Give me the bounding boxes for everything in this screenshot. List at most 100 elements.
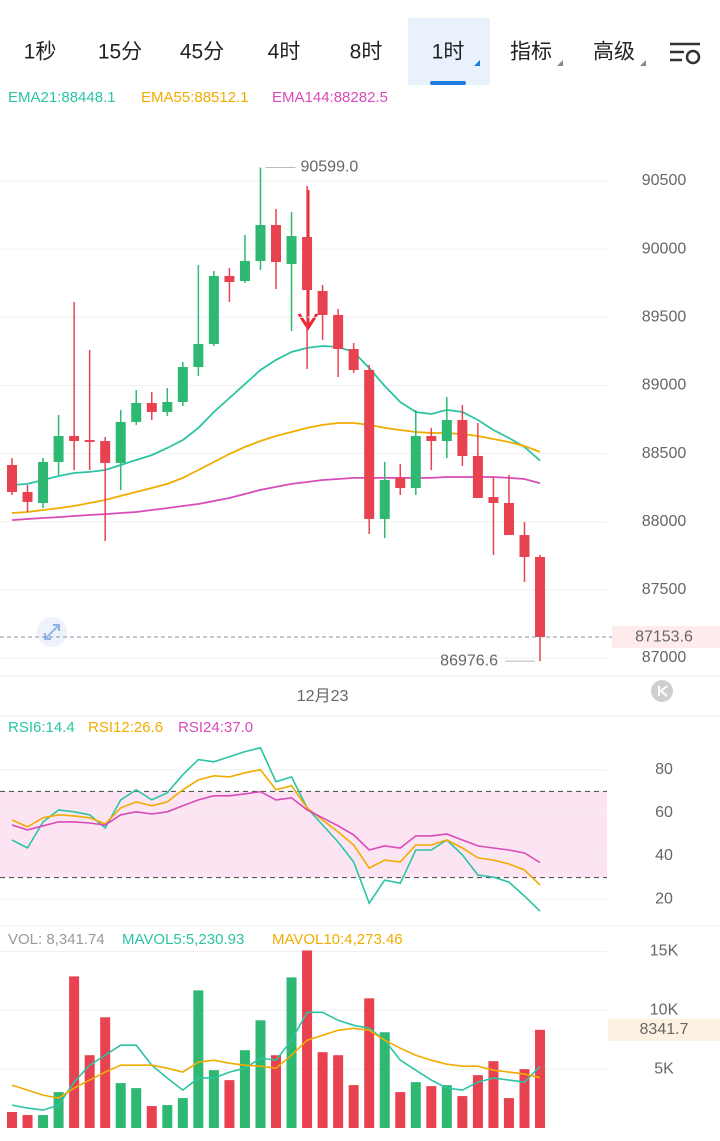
dropdown-caret (640, 60, 646, 66)
y-tick-label: 15K (650, 943, 679, 960)
candle-body (38, 462, 49, 504)
volume-bar (441, 1085, 452, 1128)
candle-body (7, 464, 17, 492)
candle-body (177, 367, 188, 403)
candle-body (193, 343, 204, 368)
volume-bar (348, 1085, 359, 1128)
y-tick-label: 88500 (642, 445, 687, 462)
expand-icon[interactable] (37, 617, 67, 647)
volume-bar (519, 1069, 530, 1128)
tab-label[interactable]: 指标 (510, 41, 552, 64)
volume-bar (410, 1082, 421, 1128)
volume-bar (333, 1055, 344, 1128)
active-tab-indicator (430, 81, 466, 85)
indicator-line (11, 422, 541, 514)
volume-bar (177, 1098, 188, 1128)
dropdown-caret (474, 60, 480, 66)
volume-bar (503, 1098, 514, 1128)
volume-bar (472, 1075, 483, 1128)
icon-arrow (44, 624, 60, 640)
candle-body (457, 420, 468, 457)
candle-body (472, 456, 483, 498)
candle-body (224, 275, 235, 282)
extreme-label: 86976.6 (440, 652, 498, 669)
y-tick-label: 89500 (642, 308, 687, 325)
active-tab-bg (408, 18, 490, 85)
tab-label[interactable]: 15分 (98, 41, 142, 64)
legend-entry: EMA55:88512.1 (141, 89, 249, 106)
volume-bar (22, 1115, 33, 1128)
volume-bar (193, 990, 204, 1128)
candle-body (535, 556, 546, 638)
legend-entry: RSI6:14.4 (8, 719, 75, 736)
candle-body (146, 402, 157, 412)
volume-bar (131, 1088, 142, 1128)
arrow-head (297, 313, 319, 331)
y-tick-label: 60 (655, 804, 673, 821)
last-price-box (612, 626, 720, 649)
volume-bar (395, 1092, 406, 1128)
last-volume-box (608, 1018, 720, 1041)
tab-label[interactable]: 45分 (180, 41, 224, 64)
volume-bar (84, 1055, 95, 1128)
candle-body (239, 260, 250, 282)
volume-bar (302, 950, 313, 1128)
candle-body (271, 225, 282, 262)
indicator-line (11, 768, 541, 886)
legend-entry: EMA21:88448.1 (8, 89, 116, 106)
legend-entry: MAVOL5:5,230.93 (122, 931, 244, 948)
candle-body (348, 349, 359, 371)
candle-body (364, 370, 375, 519)
tab-label[interactable]: 4时 (268, 41, 301, 64)
icon-chevron (658, 685, 668, 697)
indicator-line (11, 790, 541, 864)
candle-body (286, 236, 297, 264)
tab-label[interactable]: 高级 (593, 41, 635, 64)
indicator-line (11, 345, 541, 486)
y-tick-label: 80 (655, 761, 673, 778)
candle-body (426, 435, 437, 442)
tab-label[interactable]: 1秒 (24, 41, 57, 64)
last-volume-label: 8341.7 (640, 1021, 689, 1038)
candle-body (22, 491, 33, 502)
candle-body (69, 435, 80, 442)
volume-bar (69, 976, 80, 1128)
candle-body (519, 535, 530, 557)
y-tick-label: 88000 (642, 513, 687, 530)
y-tick-label: 10K (650, 1002, 679, 1019)
legend-entry: MAVOL10:4,273.46 (272, 931, 403, 948)
candle-body (488, 497, 499, 504)
tab-label[interactable]: 8时 (350, 41, 383, 64)
y-tick-label: 20 (655, 890, 673, 907)
candle-body (302, 237, 313, 291)
volume-bar (224, 1080, 235, 1128)
volume-bar (146, 1106, 157, 1128)
y-tick-label: 87000 (642, 649, 687, 666)
volume-bar (115, 1083, 126, 1128)
last-price-label: 87153.6 (635, 628, 693, 645)
candle-body (131, 402, 142, 422)
legend-entry: RSI12:26.6 (88, 719, 163, 736)
candle-body (333, 314, 344, 350)
y-tick-label: 5K (654, 1060, 674, 1077)
tab-label[interactable]: 1时 (432, 41, 465, 64)
y-tick-label: 90000 (642, 240, 687, 257)
volume-label: VOL: 8,341.74 (8, 931, 105, 948)
candle-body (441, 420, 452, 442)
candle-body (317, 290, 328, 315)
rsi-band (0, 791, 607, 878)
extreme-label: 90599.0 (300, 159, 358, 176)
candle-body (208, 275, 219, 344)
settings-icon[interactable] (670, 42, 701, 65)
volume-bar (162, 1105, 173, 1128)
legend-entry: EMA144:88282.5 (272, 89, 388, 106)
candle-body (115, 421, 126, 463)
y-tick-label: 89000 (642, 377, 687, 394)
collapse-icon[interactable] (651, 680, 673, 702)
volume-bar (208, 1070, 219, 1128)
volume-bar (364, 998, 375, 1128)
candle-body (53, 435, 64, 463)
candle-body (255, 225, 266, 261)
volume-bar (488, 1061, 499, 1128)
